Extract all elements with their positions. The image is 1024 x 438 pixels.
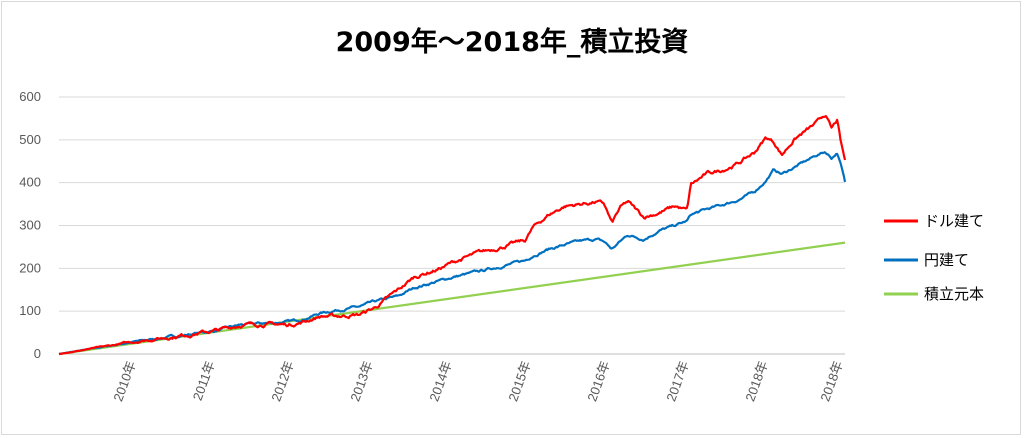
- x-tick-label: 2017年: [663, 359, 691, 404]
- y-tick-labels: 0 100 200 300 400 500 600: [19, 89, 41, 361]
- chart-title: 2009年～2018年_積立投資: [335, 27, 689, 58]
- series-line: [58, 151, 847, 356]
- x-tick-label: 2014年: [426, 359, 454, 404]
- series-lines: [58, 115, 847, 356]
- grid-lines: [59, 96, 845, 355]
- x-tick-label: 2015年: [505, 359, 533, 404]
- x-tick-label: 2018年: [817, 359, 845, 404]
- y-tick-label: 200: [19, 260, 41, 275]
- y-tick-label: 400: [19, 175, 41, 190]
- y-tick-label: 100: [19, 303, 41, 318]
- series-line: [58, 115, 847, 356]
- legend-label: ドル建て: [924, 212, 984, 230]
- y-tick-label: 0: [34, 346, 41, 361]
- x-tick-label: 2012年: [268, 359, 296, 404]
- y-tick-label: 500: [19, 132, 41, 147]
- x-tick-label: 2011年: [190, 359, 218, 403]
- y-tick-label: 300: [19, 218, 41, 233]
- legend-label: 積立元本: [924, 285, 984, 303]
- x-tick-label: 2018年: [742, 359, 770, 404]
- x-tick-label: 2013年: [347, 359, 375, 404]
- x-tick-labels: 2010年 2011年 2012年 2013年 2014年 2015年 2016年 2017年…: [110, 359, 845, 404]
- y-tick-label: 600: [19, 89, 41, 104]
- x-tick-label: 2016年: [584, 359, 612, 404]
- x-tick-label: 2010年: [110, 359, 138, 404]
- legend-label: 円建て: [924, 251, 969, 269]
